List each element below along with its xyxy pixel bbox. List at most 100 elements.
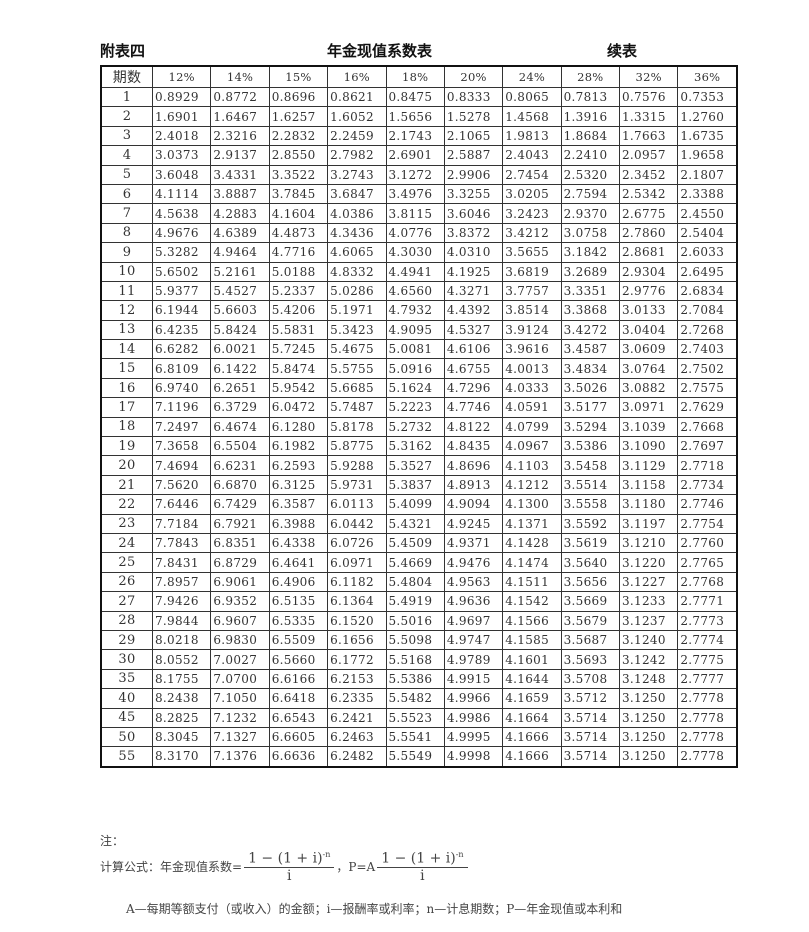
factor-cell: 3.5655 bbox=[502, 242, 562, 263]
factor-cell: 2.7771 bbox=[677, 591, 738, 612]
period-cell: 55 bbox=[100, 746, 153, 768]
factor-cell: 4.1644 bbox=[502, 668, 562, 690]
table-row: 22 7.6446 6.7429 6.3587 6.0113 5.4099 4.9094 4.… bbox=[100, 494, 738, 515]
header-row: 期数 12% 14% 15% 16% 18% 20% 24% 28% 32% 36% bbox=[100, 65, 738, 88]
table-row: 4 3.0373 2.9137 2.8550 2.7982 2.6901 2.5887 2.4… bbox=[100, 145, 738, 166]
factor-cell: 3.1039 bbox=[618, 416, 679, 438]
period-cell: 3 bbox=[100, 125, 153, 147]
p-prefix: P=A bbox=[348, 859, 376, 874]
factor-cell: 8.2825 bbox=[151, 707, 212, 728]
factor-cell: 2.7403 bbox=[677, 339, 738, 360]
factor-cell: 4.1511 bbox=[502, 571, 562, 593]
factor-cell: 3.1233 bbox=[618, 591, 679, 612]
factor-cell: 2.7668 bbox=[677, 416, 738, 438]
factor-cell: 5.6502 bbox=[151, 261, 212, 282]
factor-cell: 5.8474 bbox=[268, 358, 329, 379]
factor-cell: 1.7663 bbox=[618, 125, 679, 147]
factor-cell: 3.5714 bbox=[560, 726, 621, 748]
factor-cell: 4.0333 bbox=[502, 377, 562, 399]
factor-cell: 3.9616 bbox=[502, 339, 562, 360]
factor-cell: 5.4321 bbox=[385, 513, 445, 534]
factor-cell: 3.1250 bbox=[618, 688, 679, 709]
table-row: 45 8.2825 7.1232 6.6543 6.2421 5.5523 4.9986 4.… bbox=[100, 707, 738, 728]
factor-cell: 6.4674 bbox=[210, 416, 270, 438]
factor-cell: 4.9986 bbox=[443, 707, 504, 728]
factor-cell: 7.9844 bbox=[151, 610, 212, 631]
factor-cell: 4.9094 bbox=[443, 494, 504, 515]
factor-cell: 4.4941 bbox=[385, 261, 445, 282]
period-cell: 7 bbox=[100, 203, 153, 224]
factor-cell: 2.9776 bbox=[618, 280, 679, 302]
factor-cell: 6.1520 bbox=[327, 610, 387, 631]
factor-cell: 3.2689 bbox=[560, 261, 621, 282]
factor-cell: 2.9137 bbox=[210, 145, 270, 166]
factor-cell: 5.3282 bbox=[151, 242, 212, 263]
factor-cell: 6.4906 bbox=[268, 571, 329, 593]
factor-cell: 3.5687 bbox=[560, 629, 621, 651]
factor-cell: 3.1248 bbox=[618, 668, 679, 690]
factor-cell: 4.1925 bbox=[443, 261, 504, 282]
column-header-rate: 32% bbox=[618, 65, 679, 88]
factor-cell: 5.3423 bbox=[327, 319, 387, 341]
factor-cell: 5.5098 bbox=[385, 629, 445, 651]
factor-cell: 2.7765 bbox=[677, 552, 738, 573]
table-row: 19 7.3658 6.5504 6.1982 5.8775 5.3162 4.8435 4.… bbox=[100, 436, 738, 457]
formula-prefix: 计算公式：年金现值系数= bbox=[100, 860, 243, 875]
period-cell: 1 bbox=[100, 86, 153, 108]
factor-cell: 4.9998 bbox=[443, 746, 504, 768]
factor-cell: 4.9676 bbox=[151, 222, 212, 244]
factor-cell: 0.8772 bbox=[210, 86, 270, 108]
factor-cell: 2.7734 bbox=[677, 474, 738, 496]
factor-cell: 3.1250 bbox=[618, 726, 679, 748]
factor-cell: 3.4976 bbox=[385, 183, 445, 205]
factor-cell: 5.7245 bbox=[268, 339, 329, 360]
factor-cell: 6.1944 bbox=[151, 300, 212, 321]
period-cell: 28 bbox=[100, 610, 153, 631]
factor-cell: 6.7921 bbox=[210, 513, 270, 534]
factor-cell: 3.5026 bbox=[560, 377, 621, 399]
factor-cell: 3.5669 bbox=[560, 591, 621, 612]
period-cell: 8 bbox=[100, 222, 153, 244]
factor-cell: 3.6048 bbox=[151, 164, 212, 185]
factor-cell: 3.5656 bbox=[560, 571, 621, 593]
factor-cell: 7.8431 bbox=[151, 552, 212, 573]
period-cell: 16 bbox=[100, 377, 153, 399]
p-numerator: 1 − (1 + i) bbox=[381, 850, 456, 867]
factor-cell: 4.1566 bbox=[502, 610, 562, 631]
factor-cell: 3.5294 bbox=[560, 416, 621, 438]
table-row: 23 7.7184 6.7921 6.3988 6.0442 5.4321 4.9245 4.… bbox=[100, 513, 738, 534]
factor-cell: 4.6560 bbox=[385, 280, 445, 302]
factor-cell: 3.0609 bbox=[618, 339, 679, 360]
period-cell: 4 bbox=[100, 145, 153, 166]
factor-cell: 5.4099 bbox=[385, 494, 445, 515]
period-cell: 9 bbox=[100, 242, 153, 263]
factor-cell: 2.0957 bbox=[618, 145, 679, 166]
factor-cell: 2.1807 bbox=[677, 164, 738, 185]
column-header-rate: 14% bbox=[210, 65, 270, 88]
factor-cell: 5.5755 bbox=[327, 358, 387, 379]
factor-cell: 2.7754 bbox=[677, 513, 738, 534]
table-row: 6 4.1114 3.8887 3.7845 3.6847 3.4976 3.3255 3.0… bbox=[100, 183, 738, 205]
factor-cell: 6.3125 bbox=[268, 474, 329, 496]
factor-cell: 1.6467 bbox=[210, 106, 270, 127]
factor-cell: 2.2410 bbox=[560, 145, 621, 166]
factor-cell: 5.4669 bbox=[385, 552, 445, 573]
factor-cell: 5.4919 bbox=[385, 591, 445, 612]
factor-cell: 5.4804 bbox=[385, 571, 445, 593]
factor-cell: 5.4675 bbox=[327, 339, 387, 360]
factor-cell: 2.7982 bbox=[327, 145, 387, 166]
factor-cell: 7.1050 bbox=[210, 688, 270, 709]
factor-cell: 6.1364 bbox=[327, 591, 387, 612]
factor-cell: 2.7860 bbox=[618, 222, 679, 244]
factor-cell: 3.6819 bbox=[502, 261, 562, 282]
factor-cell: 6.3587 bbox=[268, 494, 329, 515]
factor-cell: 6.1982 bbox=[268, 436, 329, 457]
factor-cell: 3.5712 bbox=[560, 688, 621, 709]
factor-cell: 3.0764 bbox=[618, 358, 679, 379]
factor-cell: 6.2421 bbox=[327, 707, 387, 728]
factor-cell: 4.9476 bbox=[443, 552, 504, 573]
factor-cell: 5.5541 bbox=[385, 726, 445, 748]
factor-cell: 3.1197 bbox=[618, 513, 679, 534]
table-row: 5 3.6048 3.4331 3.3522 3.2743 3.1272 2.9906 2.7… bbox=[100, 164, 738, 185]
factor-cell: 2.7454 bbox=[502, 164, 562, 185]
